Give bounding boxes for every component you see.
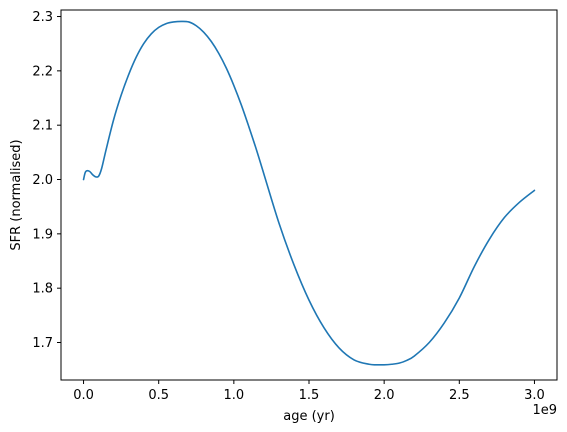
x-axis-offset-label: 1e9	[532, 403, 557, 418]
x-tick-label: 0.5	[148, 388, 169, 403]
y-tick-label: 1.8	[32, 282, 53, 297]
y-axis-label: SFR (normalised)	[9, 139, 24, 250]
series-layer	[82, 20, 536, 366]
y-tick-label: 2.3	[32, 10, 53, 25]
x-tick-label: 2.0	[374, 388, 395, 403]
y-tick-label: 1.7	[32, 336, 53, 351]
x-tick-label: 1.0	[224, 388, 245, 403]
x-tick-label: 3.0	[524, 388, 545, 403]
x-axis-ticks: 0.0 0.5 1.0 1.5 2.0 2.5 3.0	[73, 380, 545, 403]
y-tick-label: 2.1	[32, 119, 53, 134]
x-tick-label: 0.0	[73, 388, 94, 403]
y-tick-label: 1.9	[32, 227, 53, 242]
y-tick-label: 2.0	[32, 173, 53, 188]
sfr-series-line	[82, 20, 536, 366]
x-tick-label: 2.5	[449, 388, 470, 403]
y-tick-label: 2.2	[32, 64, 53, 79]
x-axis-label: age (yr)	[283, 409, 335, 424]
y-axis-ticks: 1.7 1.8 1.9 2.0 2.1 2.2 2.3	[32, 10, 61, 351]
x-tick-label: 1.5	[299, 388, 320, 403]
